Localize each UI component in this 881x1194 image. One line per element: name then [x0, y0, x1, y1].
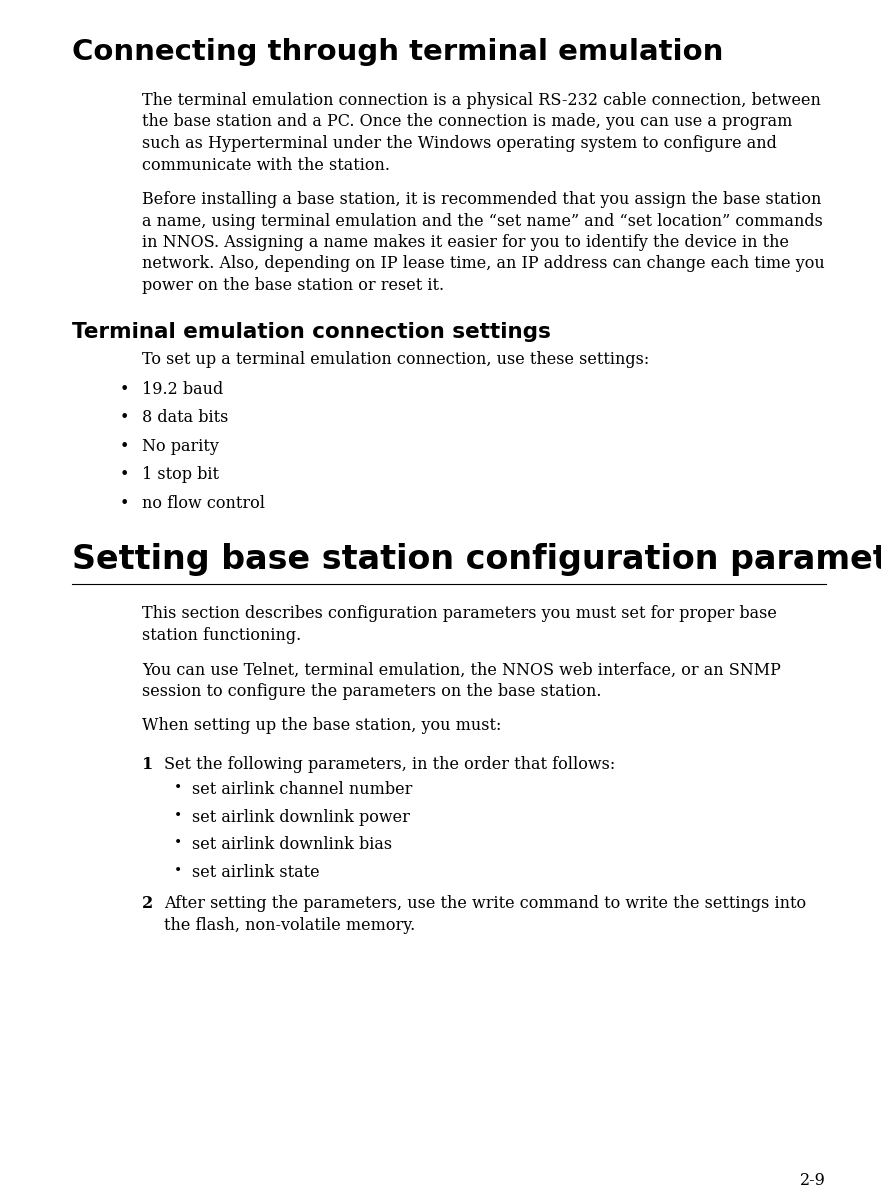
- Text: power on the base station or reset it.: power on the base station or reset it.: [142, 277, 444, 294]
- Text: This section describes configuration parameters you must set for proper base: This section describes configuration par…: [142, 605, 777, 622]
- Text: such as Hyperterminal under the Windows operating system to configure and: such as Hyperterminal under the Windows …: [142, 135, 777, 152]
- Text: the flash, non-volatile memory.: the flash, non-volatile memory.: [164, 917, 415, 934]
- Text: 1: 1: [142, 756, 153, 773]
- Text: network. Also, depending on IP lease time, an IP address can change each time yo: network. Also, depending on IP lease tim…: [142, 256, 825, 272]
- Text: Setting base station configuration parameters: Setting base station configuration param…: [72, 543, 881, 577]
- Text: Before installing a base station, it is recommended that you assign the base sta: Before installing a base station, it is …: [142, 191, 821, 208]
- Text: session to configure the parameters on the base station.: session to configure the parameters on t…: [142, 683, 602, 700]
- Text: No parity: No parity: [142, 438, 218, 455]
- Text: 1 stop bit: 1 stop bit: [142, 467, 219, 484]
- Text: •: •: [120, 381, 130, 398]
- Text: set airlink downlink power: set airlink downlink power: [192, 810, 410, 826]
- Text: 19.2 baud: 19.2 baud: [142, 381, 223, 398]
- Text: You can use Telnet, terminal emulation, the NNOS web interface, or an SNMP: You can use Telnet, terminal emulation, …: [142, 661, 781, 678]
- Text: Set the following parameters, in the order that follows:: Set the following parameters, in the ord…: [164, 756, 615, 773]
- Text: in NNOS. Assigning a name makes it easier for you to identify the device in the: in NNOS. Assigning a name makes it easie…: [142, 234, 789, 251]
- Text: Connecting through terminal emulation: Connecting through terminal emulation: [72, 38, 723, 66]
- Text: 2-9: 2-9: [800, 1173, 826, 1189]
- Text: station functioning.: station functioning.: [142, 627, 301, 644]
- Text: •: •: [120, 496, 130, 512]
- Text: •: •: [120, 467, 130, 484]
- Text: set airlink downlink bias: set airlink downlink bias: [192, 837, 392, 854]
- Text: When setting up the base station, you must:: When setting up the base station, you mu…: [142, 718, 501, 734]
- Text: •: •: [174, 837, 182, 850]
- Text: •: •: [120, 438, 130, 455]
- Text: •: •: [174, 864, 182, 878]
- Text: After setting the parameters, use the write command to write the settings into: After setting the parameters, use the wr…: [164, 896, 806, 912]
- Text: set airlink state: set airlink state: [192, 864, 320, 881]
- Text: Terminal emulation connection settings: Terminal emulation connection settings: [72, 321, 551, 341]
- Text: •: •: [120, 410, 130, 426]
- Text: no flow control: no flow control: [142, 496, 265, 512]
- Text: a name, using terminal emulation and the “set name” and “set location” commands: a name, using terminal emulation and the…: [142, 213, 823, 229]
- Text: To set up a terminal emulation connection, use these settings:: To set up a terminal emulation connectio…: [142, 351, 649, 369]
- Text: •: •: [174, 782, 182, 795]
- Text: •: •: [174, 810, 182, 823]
- Text: communicate with the station.: communicate with the station.: [142, 156, 390, 173]
- Text: The terminal emulation connection is a physical RS-232 cable connection, between: The terminal emulation connection is a p…: [142, 92, 821, 109]
- Text: the base station and a PC. Once the connection is made, you can use a program: the base station and a PC. Once the conn…: [142, 113, 792, 130]
- Text: set airlink channel number: set airlink channel number: [192, 782, 412, 799]
- Text: 2: 2: [142, 896, 153, 912]
- Text: 8 data bits: 8 data bits: [142, 410, 228, 426]
